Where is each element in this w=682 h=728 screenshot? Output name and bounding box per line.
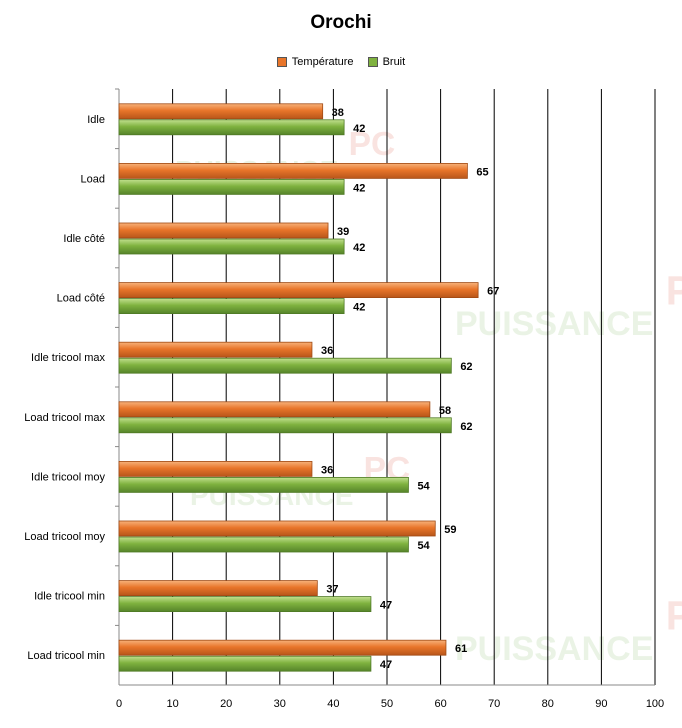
data-label: 58 [439,405,451,417]
bar-bruit [118,238,345,255]
legend-label-temperature: Température [291,56,354,68]
data-label: 67 [487,286,499,298]
data-label: 54 [417,540,430,552]
data-label: 54 [417,480,430,492]
legend-swatch-temperature [276,57,287,67]
data-label: 42 [353,242,365,254]
data-label: 38 [332,107,344,119]
bar-temperature [118,282,479,299]
category-label: Load côté [57,293,105,305]
legend-item-bruit: Bruit [367,56,406,68]
data-label: 36 [321,345,333,357]
data-label: 62 [460,421,472,433]
watermark-text: PUISSANCE [455,305,653,343]
category-label: Load tricool moy [24,531,105,543]
bar-temperature [118,341,313,358]
bar-temperature [118,162,468,179]
x-tick-label: 60 [434,698,446,710]
bar-bruit [118,536,409,553]
watermark-tag: PC [666,267,682,313]
data-label: 37 [326,584,338,596]
bar-bruit [118,178,345,195]
bar-temperature [118,401,431,418]
bar-bruit [118,655,372,672]
bar-temperature [118,103,324,120]
data-label: 59 [444,524,456,536]
bar-temperature [118,580,318,596]
bar-bruit [118,417,452,434]
bar-bruit [118,596,372,612]
category-label: Idle côté [63,233,105,245]
legend-item-temperature: Température [276,56,354,68]
bar-bruit [118,298,345,315]
data-label: 65 [476,166,488,178]
legend: Température Bruit [0,56,682,68]
x-tick-label: 70 [488,698,500,710]
category-label: Idle tricool moy [31,471,105,483]
data-label: 42 [353,182,365,194]
chart-title: Orochi [310,12,372,33]
bar-temperature [118,639,447,656]
x-tick-label: 10 [166,698,178,710]
x-tick-label: 20 [220,698,232,710]
category-label: Idle [87,114,105,126]
legend-swatch-bruit [367,57,378,67]
data-label: 36 [321,464,333,476]
data-label: 62 [460,361,472,373]
watermark-tag: PC [666,592,682,638]
watermark-text: PUISSANCE [455,630,653,668]
category-label: Load tricool min [27,650,105,662]
x-tick-label: 0 [116,698,122,710]
legend-label-bruit: Bruit [382,56,406,68]
category-label: Load [81,173,105,185]
x-tick-label: 90 [595,698,607,710]
data-label: 39 [337,226,349,238]
bar-temperature [118,460,313,477]
bar-bruit [118,119,345,136]
bar-temperature [118,222,329,239]
data-label: 47 [380,659,392,671]
data-label: 42 [353,123,365,135]
data-label: 47 [380,600,392,612]
bar-temperature [118,520,436,537]
x-tick-label: 100 [646,698,664,710]
category-label: Idle tricool max [31,352,105,364]
data-label: 42 [353,302,365,314]
bar-bruit [118,476,409,493]
x-tick-label: 50 [381,698,393,710]
category-label: Idle tricool min [34,591,105,603]
bar-bruit [118,357,452,374]
x-tick-label: 40 [327,698,339,710]
x-tick-label: 30 [274,698,286,710]
x-tick-label: 80 [542,698,554,710]
data-label: 61 [455,643,467,655]
category-label: Load tricool max [24,412,105,424]
